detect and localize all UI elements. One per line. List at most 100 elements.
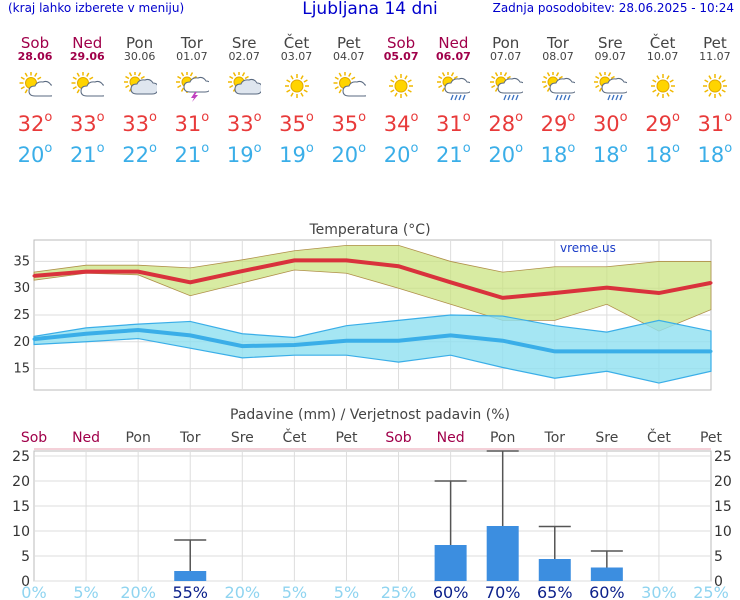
day-date: 03.07 (280, 50, 313, 63)
temp-max-value: 32 (17, 112, 45, 136)
min-temp-band (33, 314, 712, 384)
x-day-label: Čet (282, 428, 306, 446)
page-title: Ljubljana 14 dni (302, 0, 438, 19)
max-temp-point (188, 280, 192, 284)
degree-symbol: o (619, 141, 628, 156)
max-temp-point (344, 258, 348, 262)
y-tick-label-right: 10 (714, 524, 732, 540)
y-tick-label-right: 25 (714, 449, 732, 465)
sun-icon (375, 72, 427, 102)
sun-rain-icon (584, 71, 636, 102)
precip-probability: 70% (485, 583, 521, 600)
temp-min: 18o (689, 141, 740, 167)
day-date: 02.07 (228, 50, 260, 63)
y-tick-label-left: 20 (12, 474, 30, 490)
precip-chart-title: Padavine (mm) / Verjetnost padavin (%) (230, 407, 510, 423)
temp-min-value: 19 (279, 143, 306, 167)
last-update: Zadnja posodobitev: 28.06.2025 - 10:24 (492, 1, 734, 15)
y-tick-label-left: 15 (12, 499, 30, 515)
day-date: 07.07 (489, 50, 522, 63)
precip-bar (590, 567, 623, 581)
sun-icon (689, 72, 740, 102)
temp-max: 31o (689, 110, 740, 136)
max-temp-point (501, 296, 505, 300)
max-temp-point (136, 270, 140, 274)
day-name: Pon (125, 34, 154, 52)
degree-symbol: o (671, 110, 680, 125)
temp-max-value: 31 (436, 112, 463, 136)
precip-probability: 20% (120, 583, 156, 600)
degree-symbol: o (305, 110, 314, 125)
precip-probability: 5% (334, 583, 359, 600)
y-tick-label-left: 25 (12, 449, 30, 465)
min-temp-point (32, 337, 36, 341)
y-tick-label: 30 (13, 281, 30, 296)
degree-symbol: o (201, 110, 210, 125)
max-temp-point (84, 270, 88, 274)
day-date: 11.07 (699, 50, 731, 63)
day-name: Pon (492, 34, 520, 52)
degree-symbol: o (462, 110, 471, 125)
precip-plot-area (33, 450, 712, 582)
day-name: Pet (703, 34, 727, 52)
temp-max-value: 28 (488, 112, 516, 136)
y-tick-label-left: 0 (21, 574, 30, 590)
precip-probability: 25% (693, 583, 729, 600)
degree-symbol: o (44, 141, 53, 156)
temp-min: 19o (218, 141, 270, 167)
precip-probability: 65% (537, 583, 573, 600)
temp-max-value: 35 (279, 112, 306, 136)
temp-min: 20o (9, 141, 61, 167)
y-tick-label-right: 20 (714, 474, 732, 490)
temp-max: 28o (480, 110, 532, 136)
temp-max-value: 33 (122, 112, 149, 136)
day-date: 28.06 (17, 50, 53, 63)
sun-rain-icon (532, 71, 584, 102)
y-tick-label-left: 5 (21, 549, 30, 565)
temp-max-value: 33 (226, 112, 254, 136)
temp-min-value: 18 (592, 143, 620, 167)
day-date: 06.07 (435, 50, 471, 63)
temp-min-value: 20 (17, 143, 45, 167)
temp-max: 29o (532, 110, 584, 136)
cloudy-sun-icon (218, 71, 270, 102)
temp-max: 33o (114, 110, 166, 136)
sun-icon (271, 72, 323, 102)
watermark: vreme.us (560, 241, 616, 255)
degree-symbol: o (462, 141, 471, 156)
min-temp-point (136, 328, 140, 332)
max-temp-band (33, 244, 712, 332)
temp-min: 22o (114, 141, 166, 167)
max-temp-point (292, 258, 296, 262)
sun-cloud-icon (61, 71, 113, 102)
day-name: Sob (386, 34, 416, 52)
temp-min: 20o (480, 141, 532, 167)
temp-max-value: 33 (69, 112, 97, 136)
temp-max: 29o (637, 110, 689, 136)
precip-bar (174, 571, 207, 581)
max-temp-point (32, 274, 36, 278)
min-temp-point (501, 339, 505, 343)
sun-rain-icon (480, 71, 532, 102)
degree-symbol: o (44, 110, 53, 125)
min-temp-point (605, 349, 609, 353)
day-name: Sre (231, 34, 257, 52)
temp-min: 20o (323, 141, 375, 167)
temp-min: 18o (637, 141, 689, 167)
x-day-label: Sre (231, 430, 254, 446)
temp-min: 21o (166, 141, 218, 167)
day-name: Ned (438, 34, 469, 52)
min-temp-point (397, 339, 401, 343)
temp-max: 33o (218, 110, 270, 136)
degree-symbol: o (148, 110, 157, 125)
y-tick-label: 25 (13, 308, 30, 323)
max-temp-point (449, 280, 453, 284)
precip-probability: 60% (589, 583, 625, 600)
temp-max: 33o (61, 110, 113, 136)
max-temp-point (709, 281, 713, 285)
precip-bar (434, 545, 467, 581)
day-date: 05.07 (383, 50, 419, 63)
degree-symbol: o (201, 141, 210, 156)
min-temp-point (292, 343, 296, 347)
temp-max-value: 29 (540, 112, 568, 136)
